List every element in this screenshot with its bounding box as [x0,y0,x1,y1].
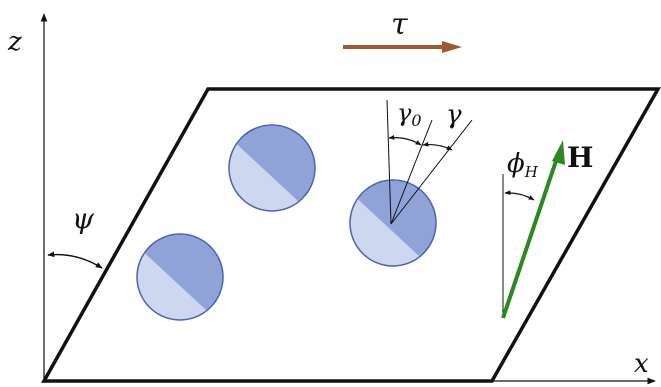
gamma-angle-arc [422,141,453,151]
H-label: H [567,141,593,174]
tau-arrow [343,41,462,53]
gamma0-label: γ0 [397,99,422,130]
gamma0-orientation-line [390,119,433,225]
vertical-reference-line [386,99,392,225]
gamma-label: γ [446,100,462,130]
x-axis-label: x [634,349,649,379]
phi-angle-arc [504,190,535,201]
sheared-cell-outline [41,87,661,383]
gamma-orientation-line [390,119,473,225]
particle-3 [349,179,437,267]
phi-H-label: ϕH [507,149,539,181]
gamma0-angle-arc [388,134,422,146]
tau-label: τ [391,7,408,42]
z-axis-label: z [7,27,22,57]
psi-angle-arc [47,251,103,269]
field-H-arrow [501,140,565,319]
particle-2 [136,233,224,321]
particle-1 [228,124,316,212]
psi-label: ψ [72,202,95,235]
